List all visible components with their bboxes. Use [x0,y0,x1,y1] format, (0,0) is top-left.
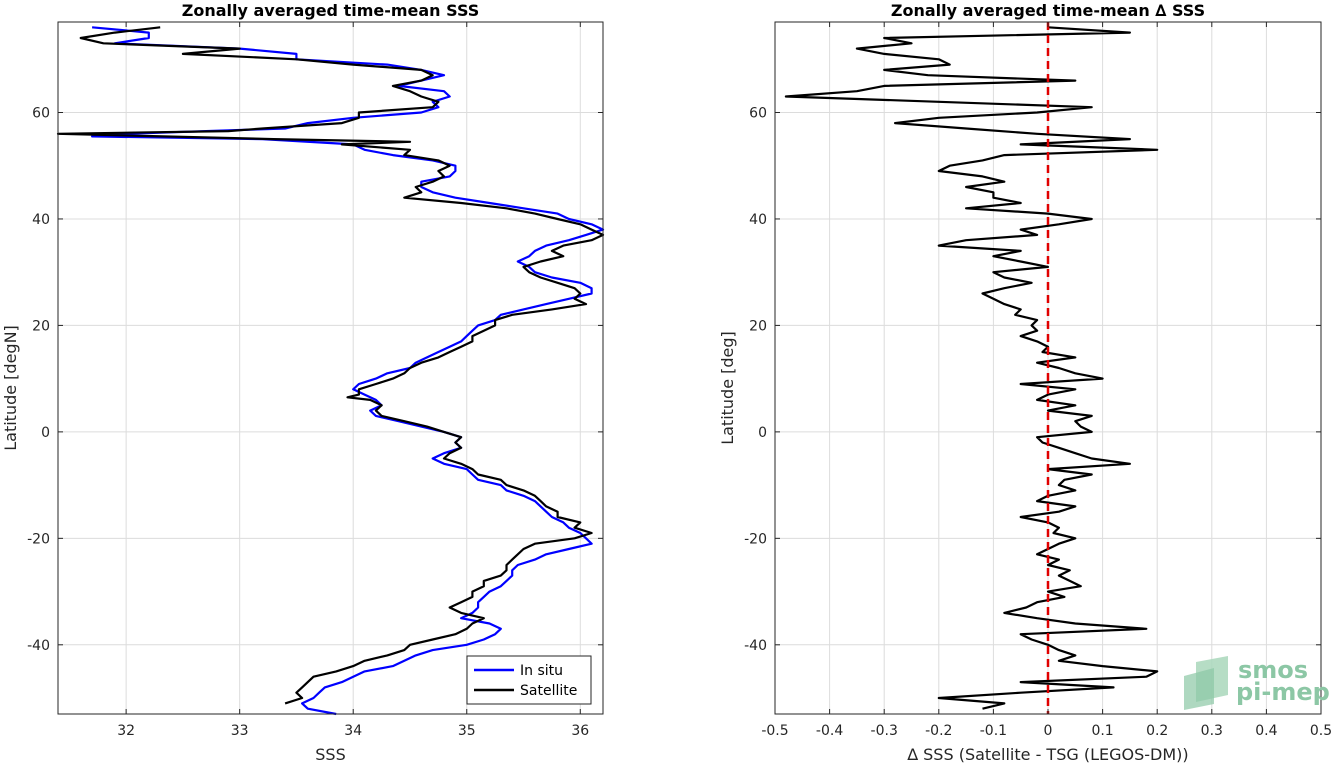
right-chart-title: Zonally averaged time-mean ∆ SSS [891,1,1205,20]
x-tick-label: 0.5 [1310,723,1332,739]
x-tick-label: 0.2 [1146,723,1168,739]
left-chart-title: Zonally averaged time-mean SSS [182,1,480,20]
x-tick-label: -0.3 [871,723,898,739]
y-tick-label: 40 [32,212,50,228]
x-tick-label: 34 [344,723,362,739]
left-axes-frame [57,21,604,715]
legend: In situ Satellite [466,655,592,705]
y-tick-label: 60 [32,105,50,121]
right-series [784,22,1159,714]
x-tick-label: 33 [231,723,249,739]
series-line-satellite [56,26,605,705]
right-y-axis-label: Latitude [deg] [718,331,737,445]
logo-text-pi-mep: pi-mep [1236,678,1330,706]
y-tick-label: -20 [744,531,767,547]
x-tick-label: 32 [117,723,135,739]
left-x-axis-label: SSS [315,745,345,764]
x-tick-label: 0 [1044,723,1053,739]
x-tick-label: -0.1 [980,723,1007,739]
x-tick-label: 0.3 [1201,723,1223,739]
x-tick-label: 0.1 [1091,723,1113,739]
smos-pi-mep-logo: smos pi-mep [1184,656,1330,710]
logo-mark-shape-icon [1184,668,1214,710]
x-tick-label: 0.4 [1255,723,1277,739]
y-tick-label: 20 [749,318,767,334]
legend-label-in-situ: In situ [520,663,563,679]
legend-box [466,655,592,705]
legend-label-satellite: Satellite [520,683,577,699]
left-grid [58,22,603,714]
series-line-in-situ [90,26,605,716]
left-ticks: 32 33 34 35 36 -40 -20 0 20 40 60 [27,22,603,739]
y-tick-label: -40 [27,638,50,654]
y-tick-label: 0 [41,425,50,441]
series-line-delta-sss [784,26,1159,710]
y-tick-label: 20 [32,318,50,334]
y-tick-label: 60 [749,105,767,121]
right-panel: -0.5 -0.4 -0.3 -0.2 -0.1 0 0.1 0.2 0.3 0.4 0.5 -40 -… [718,1,1332,764]
x-tick-label: -0.4 [816,723,843,739]
x-tick-label: -0.5 [761,723,788,739]
x-tick-label: 36 [571,723,589,739]
left-series [56,26,605,716]
left-y-axis-label: Latitude [degN] [1,325,20,451]
y-tick-label: -40 [744,638,767,654]
logo-text-smos: smos [1238,656,1308,684]
left-panel: 32 33 34 35 36 -40 -20 0 20 40 60 Zonally averaged… [1,1,605,764]
y-tick-label: 0 [758,425,767,441]
right-x-axis-label: ∆ SSS (Satellite - TSG (LEGOS-DM)) [906,745,1188,764]
y-tick-label: -20 [27,531,50,547]
right-ticks: -0.5 -0.4 -0.3 -0.2 -0.1 0 0.1 0.2 0.3 0.4 0.5 -40 -… [744,22,1332,739]
x-tick-label: -0.2 [925,723,952,739]
y-tick-label: 40 [749,212,767,228]
x-tick-label: 35 [458,723,476,739]
